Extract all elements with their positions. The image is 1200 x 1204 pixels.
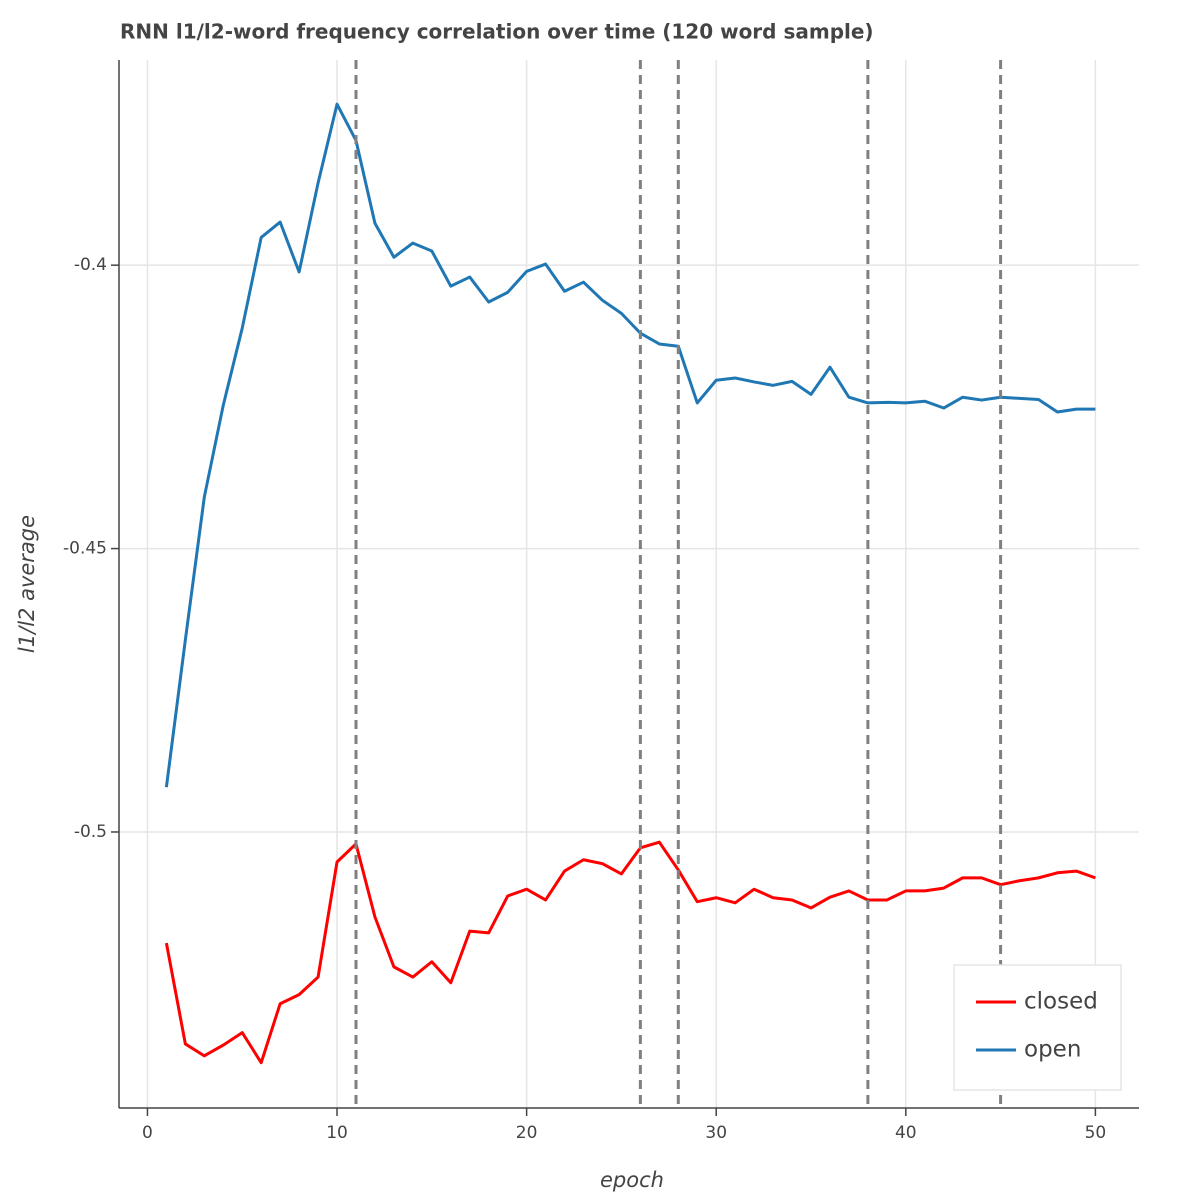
legend-label: closed [1024,989,1098,1015]
line-series [164,102,1096,788]
x-tick-label: 40 [895,1123,917,1143]
legend-box [953,964,1122,1091]
x-axis-label: epoch [600,1168,664,1192]
x-tick-label: 10 [326,1123,348,1143]
x-tick-label: 0 [142,1123,153,1143]
y-tick-label: -0.45 [63,539,107,559]
y-tick-label: -0.4 [74,255,107,275]
legend-label: open [1024,1037,1081,1063]
line-series [164,840,1096,1065]
y-tick-label: -0.5 [74,822,107,842]
chart-title: RNN l1/l2-word frequency correlation ove… [120,20,874,44]
x-tick-label: 30 [705,1123,727,1143]
x-tick-label: 20 [516,1123,538,1143]
y-axis-label: l1/l2 average [15,515,39,653]
x-tick-label: 50 [1085,1123,1107,1143]
